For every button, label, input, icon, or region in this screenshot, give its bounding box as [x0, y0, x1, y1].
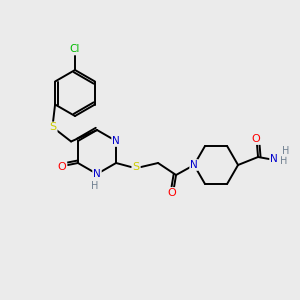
Text: N: N: [112, 136, 120, 146]
Text: O: O: [252, 134, 260, 144]
Text: S: S: [50, 122, 57, 133]
Text: N: N: [190, 160, 198, 170]
Text: O: O: [168, 188, 176, 198]
Text: O: O: [58, 162, 66, 172]
Text: S: S: [133, 162, 140, 172]
Text: N: N: [270, 154, 278, 164]
Text: H: H: [91, 181, 99, 191]
Text: H: H: [282, 146, 290, 156]
Text: N: N: [93, 169, 101, 179]
Text: H: H: [280, 156, 288, 166]
Text: Cl: Cl: [70, 44, 80, 54]
